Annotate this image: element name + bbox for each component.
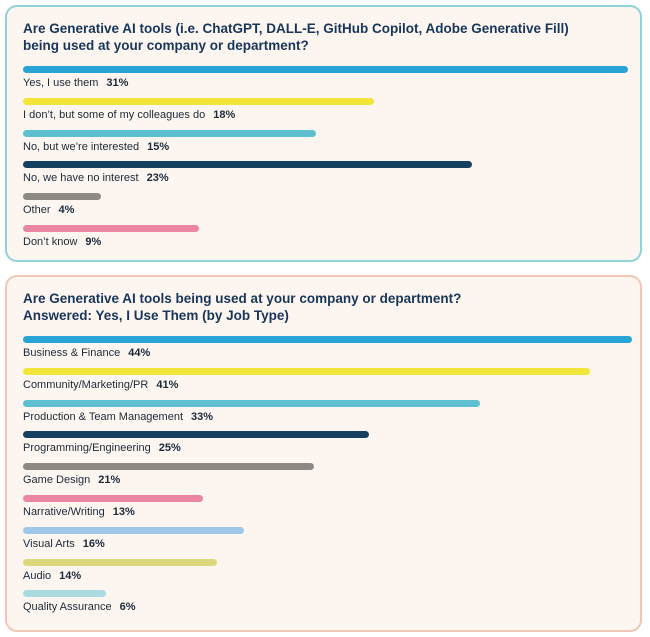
chart-2-bar-5 [23, 463, 314, 471]
chart-1-bar-4 [23, 161, 472, 169]
value-label: 6% [119, 601, 136, 614]
chart-1-bar-2 [23, 97, 374, 105]
chart-2-bar-1 [23, 336, 632, 343]
chart-1-label-5: Other 4% [23, 204, 74, 217]
category-label: Business & Finance [23, 347, 121, 359]
chart-2-label-4: Programming/Engineering 25% [23, 442, 181, 455]
chart-1-label-4: No, we have no interest 23% [23, 172, 169, 185]
chart-2-title-line-1: Are Generative AI tools being used at yo… [23, 291, 462, 306]
value-label: 18% [213, 108, 236, 121]
category-label: Audio [23, 569, 52, 582]
category-label: Game Design [23, 474, 91, 487]
value-label: 23% [146, 172, 169, 185]
value-label: 21% [98, 474, 121, 487]
category-label: Programming/Engineering [23, 442, 151, 455]
value-label: 4% [58, 204, 75, 217]
chart-1-bar-5 [23, 193, 101, 201]
chart-2-bar-7 [23, 526, 244, 534]
category-label: Narrative/Writing [23, 506, 105, 518]
chart-2-label-6: Narrative/Writing 13% [23, 506, 135, 519]
category-label: Don’t know [23, 236, 78, 248]
chart-1-bar-3 [23, 129, 316, 137]
value-label: 33% [191, 410, 214, 423]
category-label: Other [23, 204, 51, 217]
chart-1-bars: Yes, I use them 31% I don’t, but some of m… [7, 7, 640, 260]
chart-1-label-3: No, but we’re interested 15% [23, 141, 169, 154]
chart-2-label-5: Game Design 21% [23, 474, 120, 487]
chart-1-label-1: Yes, I use them 31% [23, 77, 128, 90]
chart-2-label-3: Production & Team Management 33% [23, 411, 213, 424]
value-label: 14% [59, 569, 82, 582]
category-label: Yes, I use them [23, 77, 99, 89]
value-label: 16% [82, 537, 105, 550]
chart-2-label-1: Business & Finance 44% [23, 347, 150, 360]
chart-1-title-line-1: Are Generative AI tools (i.e. ChatGPT, D… [23, 21, 569, 36]
category-label: No, but we’re interested [23, 140, 140, 153]
value-label: 41% [156, 378, 179, 391]
chart-1-title-line-2: being used at your company or department… [23, 38, 309, 53]
category-label: Visual Arts [23, 537, 75, 550]
chart-1-title: Are Generative AI tools (i.e. ChatGPT, D… [23, 20, 623, 54]
chart-2-label-9: Quality Assurance 6% [23, 601, 136, 614]
chart-2-bar-9 [23, 590, 106, 598]
chart-1-label-6: Don’t know 9% [23, 236, 101, 249]
value-label: 44% [128, 347, 151, 359]
chart-panel-2: Are Generative AI tools being used at yo… [5, 275, 642, 632]
chart-2-bar-4 [23, 431, 369, 439]
chart-2-bars: Business & Finance 44% Community/Marketing… [7, 277, 640, 630]
chart-2-bar-3 [23, 399, 480, 407]
chart-2-bar-2 [23, 367, 590, 375]
chart-2-bar-8 [23, 558, 217, 566]
chart-1-bar-6 [23, 225, 199, 232]
category-label: Community/Marketing/PR [23, 378, 149, 391]
value-label: 13% [112, 506, 135, 518]
value-label: 25% [158, 442, 181, 455]
chart-2-bar-6 [23, 495, 203, 502]
chart-2-title-line-2: Answered: Yes, I Use Them (by Job Type) [23, 308, 289, 323]
category-label: No, we have no interest [23, 172, 139, 185]
chart-2-label-2: Community/Marketing/PR 41% [23, 379, 178, 392]
chart-1-bar-1 [23, 66, 628, 73]
value-label: 9% [85, 236, 102, 248]
value-label: 31% [106, 77, 129, 89]
category-label: Production & Team Management [23, 410, 183, 423]
chart-2-label-7: Visual Arts 16% [23, 538, 105, 551]
chart-1-label-2: I don’t, but some of my colleagues do 18% [23, 109, 235, 122]
chart-panel-1: Are Generative AI tools (i.e. ChatGPT, D… [5, 5, 642, 262]
value-label: 15% [147, 140, 170, 153]
category-label: I don’t, but some of my colleagues do [23, 108, 206, 121]
chart-2-label-8: Audio 14% [23, 570, 81, 583]
chart-2-title: Are Generative AI tools being used at yo… [23, 290, 623, 324]
category-label: Quality Assurance [23, 601, 112, 614]
